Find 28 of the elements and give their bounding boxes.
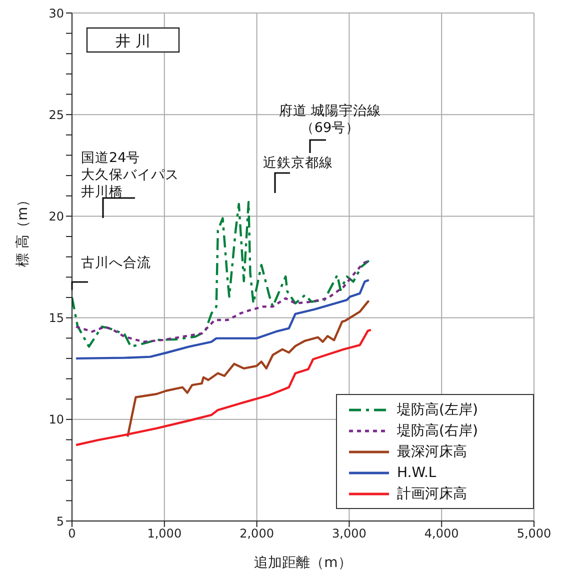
annotation: 古川へ合流 [81,255,151,271]
y-tick-label: 10 [48,412,64,427]
y-tick-label: 5 [56,514,64,528]
y-axis-title: 標 高（m） [14,192,31,267]
y-tick-label: 30 [48,6,64,20]
text: 井 川 [116,32,150,50]
x-tick-label: 5,000 [516,526,552,541]
legend-label: 堤防高(左岸) [397,400,478,418]
annotation: 国道24号大久保バイパス井川橋 [81,150,179,200]
x-axis-title: 追加距離（m） [254,555,352,571]
x-tick-label: 3,000 [332,526,366,541]
y-tick-label: 15 [48,311,64,326]
annotation: 近鉄京都線 [263,155,333,171]
legend-label: 堤防高(右岸) [397,422,478,440]
line-series [72,200,370,348]
y-tick-label: 25 [48,108,64,122]
y-tick-label: 20 [48,209,64,224]
legend-label: 最深河床高 [397,442,467,460]
line-series [74,278,370,360]
x-tick-label: 4,000 [424,526,459,541]
line-series [74,328,372,446]
x-tick-label: 0 [68,526,76,541]
legend-label: H.W.L [397,464,436,480]
annotation: 府道 城陽宇治線（69号） [278,103,382,136]
x-tick-label: 2,000 [240,526,274,541]
line-series [126,300,370,438]
x-tick-label: 1,000 [147,526,182,541]
legend-label: 計画河床高 [397,484,467,502]
